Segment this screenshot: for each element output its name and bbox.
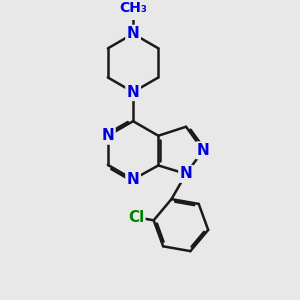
Text: Cl: Cl	[128, 210, 144, 225]
Text: CH₃: CH₃	[119, 1, 147, 15]
Text: N: N	[101, 128, 114, 143]
Text: N: N	[197, 143, 209, 158]
Text: N: N	[127, 85, 140, 100]
Text: N: N	[180, 167, 192, 182]
Text: N: N	[127, 26, 140, 41]
Text: N: N	[127, 172, 140, 187]
